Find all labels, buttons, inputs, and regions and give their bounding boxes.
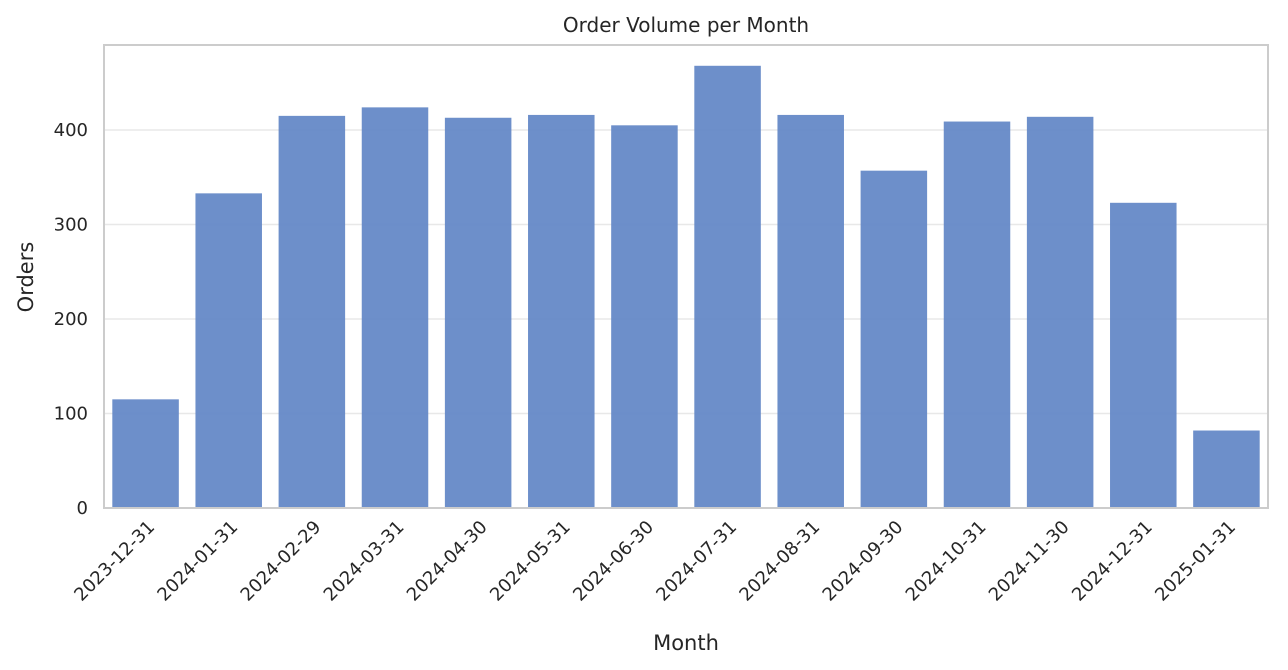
bar-2024-06-30 xyxy=(611,125,678,508)
y-tick-label: 300 xyxy=(54,215,88,236)
bar-2024-10-31 xyxy=(943,121,1011,508)
x-tick-label: 2023-12-31 xyxy=(70,517,159,606)
chart-title: Order Volume per Month xyxy=(563,13,809,37)
bar-2024-09-30 xyxy=(860,170,928,508)
bar-2025-01-31 xyxy=(1193,430,1260,508)
bar-2024-04-30 xyxy=(444,117,512,508)
bar-2024-01-31 xyxy=(195,193,262,508)
y-tick-label: 100 xyxy=(54,404,88,425)
x-tick-label: 2024-05-31 xyxy=(486,517,575,606)
bar-2024-07-31 xyxy=(694,65,761,509)
x-tick-label: 2024-09-30 xyxy=(819,517,908,606)
x-tick-label: 2024-01-31 xyxy=(153,517,242,606)
x-tick-label: 2024-02-29 xyxy=(237,517,326,606)
x-tick-label: 2024-06-30 xyxy=(569,517,658,606)
plot-frame xyxy=(103,44,1269,509)
x-tick-label: 2024-04-30 xyxy=(403,517,492,606)
x-tick-label: 2024-08-31 xyxy=(735,517,824,606)
x-tick-label: 2024-12-31 xyxy=(1068,517,1157,606)
bar-2024-02-29 xyxy=(278,115,346,509)
bar-2024-12-31 xyxy=(1110,202,1177,508)
x-tick-label: 2024-11-30 xyxy=(985,517,1074,606)
y-axis-label: Orders xyxy=(14,242,38,313)
x-tick-label: 2024-07-31 xyxy=(652,517,741,606)
y-tick-label: 200 xyxy=(54,309,88,330)
bar-2024-11-30 xyxy=(1026,116,1094,508)
bar-2023-12-31 xyxy=(112,399,179,508)
x-tick-label: 2024-10-31 xyxy=(902,517,991,606)
bar-2024-08-31 xyxy=(777,114,844,508)
y-tick-labels: 0 100 200 300 400 xyxy=(54,120,88,519)
x-tick-label: 2024-03-31 xyxy=(320,517,409,606)
y-tick-label: 0 xyxy=(77,498,88,519)
bar-2024-05-31 xyxy=(528,114,595,508)
x-tick-label: 2025-01-31 xyxy=(1151,517,1240,606)
x-axis-label: Month xyxy=(653,631,719,655)
bar-2024-03-31 xyxy=(361,107,429,508)
x-tick-labels: 2023-12-312024-01-312024-02-292024-03-31… xyxy=(70,517,1240,606)
y-tick-label: 400 xyxy=(54,120,88,141)
bars xyxy=(112,65,1260,509)
